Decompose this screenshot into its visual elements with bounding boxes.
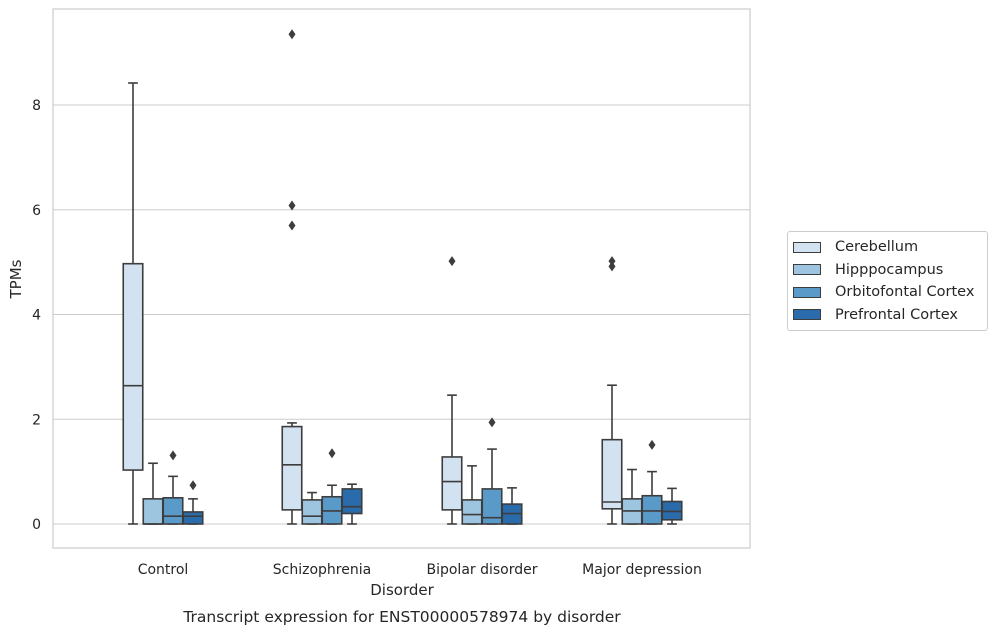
y-tick-label: 4 <box>32 308 41 324</box>
y-tick-label: 6 <box>32 203 41 219</box>
box-series <box>122 29 683 525</box>
box-2-0 <box>162 450 184 525</box>
outlier-point <box>288 200 296 211</box>
y-axis-label: TPMs <box>7 259 25 299</box>
y-tick-label: 2 <box>32 412 41 428</box>
box-iqr <box>182 511 204 525</box>
legend-label: Cerebellum <box>835 239 919 256</box>
legend-label: Prefrontal Cortex <box>835 306 958 323</box>
legend-item-orbitofrontal-cortex: Orbitofontal Cortex <box>788 281 987 304</box>
box-0-0 <box>122 82 144 525</box>
plot-area <box>52 8 751 549</box>
x-tick-label: Bipolar disorder <box>426 562 537 578</box>
box-iqr <box>301 499 323 525</box>
legend-label: Orbitofontal Cortex <box>835 284 975 301</box>
outlier-point <box>288 220 296 231</box>
box-iqr <box>341 488 363 515</box>
box-3-0 <box>182 480 204 525</box>
box-iqr <box>601 438 623 510</box>
x-tick-label: Control <box>138 562 189 578</box>
outlier-point <box>288 29 296 40</box>
box-0-2 <box>441 256 463 525</box>
outlier-point <box>608 261 616 272</box>
outlier-point <box>189 480 197 491</box>
box-iqr <box>142 498 164 525</box>
x-tick-labels: Control Schizophrenia Bipolar disorder Majo… <box>138 562 702 578</box>
chart-title: Transcript expression for ENST0000057897… <box>182 608 621 626</box>
outlier-point <box>608 256 616 267</box>
outlier-point <box>488 417 496 428</box>
y-tick-label: 8 <box>32 98 41 114</box>
box-0-3 <box>601 256 623 525</box>
x-axis-label: Disorder <box>370 581 434 599</box>
box-iqr <box>441 456 463 511</box>
legend-item-hippocampus: Hipppocampus <box>788 259 987 282</box>
legend-item-prefrontal-cortex: Prefrontal Cortex <box>788 304 987 327</box>
legend-item-cerebellum: Cerebellum <box>788 236 987 259</box>
box-iqr <box>641 494 663 525</box>
box-iqr <box>481 488 503 525</box>
box-iqr <box>461 499 483 525</box>
legend-swatch-orbitofrontal-cortex <box>793 286 821 298</box>
box-iqr <box>122 262 144 471</box>
box-3-2 <box>501 487 523 525</box>
outlier-point <box>169 450 177 461</box>
outlier-point <box>648 439 656 450</box>
y-tick-labels: 0 2 4 6 8 <box>32 98 41 533</box>
outlier-point <box>328 448 336 459</box>
box-0-1 <box>281 29 303 525</box>
box-3-1 <box>341 483 363 525</box>
box-2-2 <box>481 417 503 525</box>
x-tick-label: Schizophrenia <box>273 562 371 578</box>
box-1-1 <box>301 491 323 525</box>
legend-label: Hipppocampus <box>835 261 944 278</box>
box-iqr <box>162 497 184 525</box>
box-iqr <box>281 425 303 511</box>
legend-swatch-prefrontal-cortex <box>793 309 821 321</box>
legend-swatch-hippocampus <box>793 264 821 276</box>
legend-swatch-cerebellum <box>793 241 821 253</box>
box-3-3 <box>661 487 683 525</box>
outlier-point <box>448 256 456 267</box>
x-tick-label: Major depression <box>582 562 702 578</box>
y-tick-label: 0 <box>32 517 41 533</box>
legend: Cerebellum Hipppocampus Orbitofontal Cor… <box>787 231 988 331</box>
